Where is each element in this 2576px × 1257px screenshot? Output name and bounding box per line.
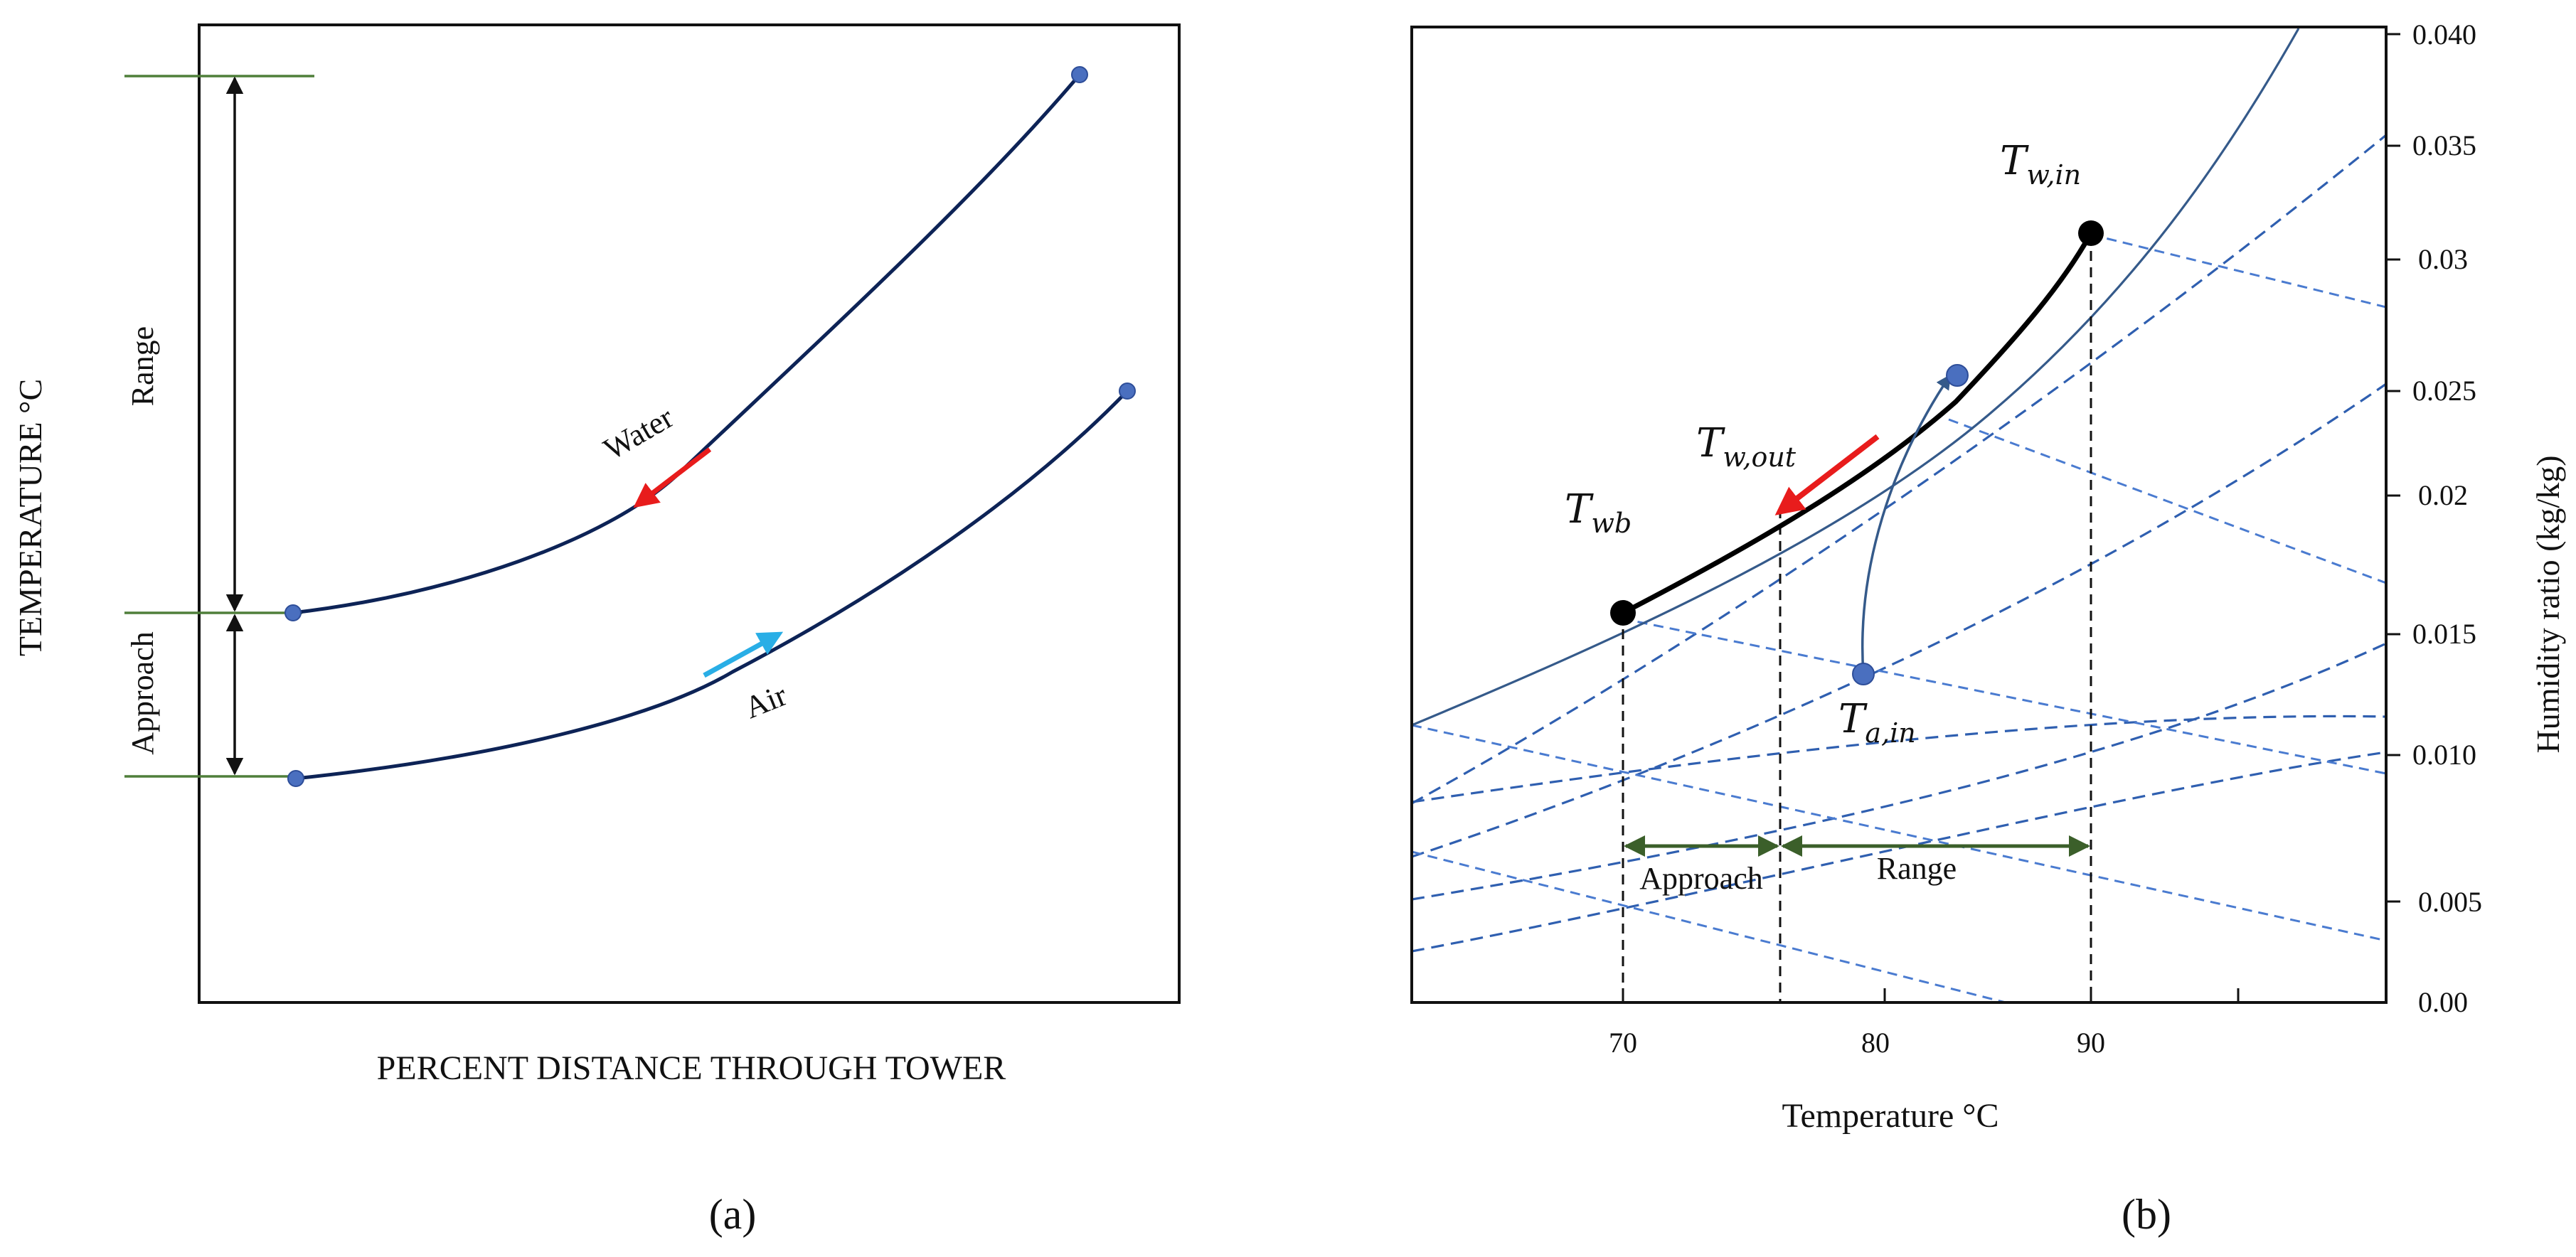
air-curve [295,390,1129,781]
t-wb-point [1610,600,1636,626]
air-end-marker [1119,383,1136,400]
range-label: Range [125,326,160,406]
panel-a-caption: (a) [709,1191,757,1238]
y-tick-label-010: 0.010 [2412,739,2476,771]
water-end-marker [1071,66,1088,83]
x-tick-label-80: 80 [1861,1027,1890,1059]
t-w-in-point [2078,220,2104,246]
t-w-out-label: Tw,out [1696,420,1797,473]
panel-b-caption: (b) [2122,1191,2171,1238]
panel-a-frame [198,23,1181,1004]
panel-a-y-axis-label: TEMPERATURE °C [12,379,48,656]
water-flow-arrow [633,447,712,508]
enthalpy-line-2 [1948,418,2386,584]
panel-b-y-axis-label: Humidity ratio (kg/kg) [2530,455,2566,753]
approach-label-b: Approach [1639,861,1763,896]
t-a-in-point [1852,663,1875,685]
t-a-in-label: Ta,in [1838,696,1916,749]
psychrometric-lines [1412,28,2386,1002]
range-label-b: Range [1877,851,1957,886]
panel-a: Water Air Range Approach TEMPERATURE °C … [12,23,1181,1238]
t-wb-label: Twb [1565,486,1632,539]
y-tick-label-035: 0.035 [2412,129,2476,161]
panel-a-x-axis-label: PERCENT DISTANCE THROUGH TOWER [377,1049,1006,1087]
rh-curve-5 [1412,751,2386,953]
rh-curve-4 [1412,134,2386,805]
enthalpy-line-5 [1412,850,2006,1002]
water-cooling-arrow [1774,434,1880,515]
air-out-point [1946,364,1969,387]
saturation-curve [1412,28,2300,727]
x-tick-label-90: 90 [2077,1027,2105,1059]
rh-curve-3 [1412,383,2386,858]
rh-curve-1 [1412,715,2386,803]
approach-label: Approach [125,631,160,755]
panel-b: Approach Range Tw,in Tw,out Twb Ta,in 70… [1410,18,2566,1238]
y-tick-label-005: 0.005 [2418,886,2482,918]
air-start-marker [287,770,304,787]
y-tick-label-025: 0.025 [2412,375,2476,407]
water-label: Water [597,400,679,467]
y-tick-label-015: 0.015 [2412,618,2476,650]
enthalpy-line-3 [1621,617,2386,775]
y-tick-label-030: 0.03 [2418,243,2468,275]
air-label: Air [740,678,792,726]
rh-curve-2 [1412,642,2386,901]
y-tick-label-040: 0.040 [2412,18,2476,50]
air-process-curve [1861,374,1952,675]
water-process-line [1622,232,2094,616]
water-start-marker [284,604,302,621]
t-w-in-label: Tw,in [2000,138,2081,191]
y-tick-label-000: 0.00 [2418,986,2468,1018]
air-flow-arrow [703,631,784,678]
panel-b-x-axis-label: Temperature °C [1782,1097,1998,1135]
y-tick-label-020: 0.02 [2418,479,2468,511]
enthalpy-line-1 [2090,233,2386,309]
enthalpy-line-4 [1412,724,2386,942]
x-tick-label-70: 70 [1609,1027,1637,1059]
panel-b-frame [1410,26,2388,1004]
